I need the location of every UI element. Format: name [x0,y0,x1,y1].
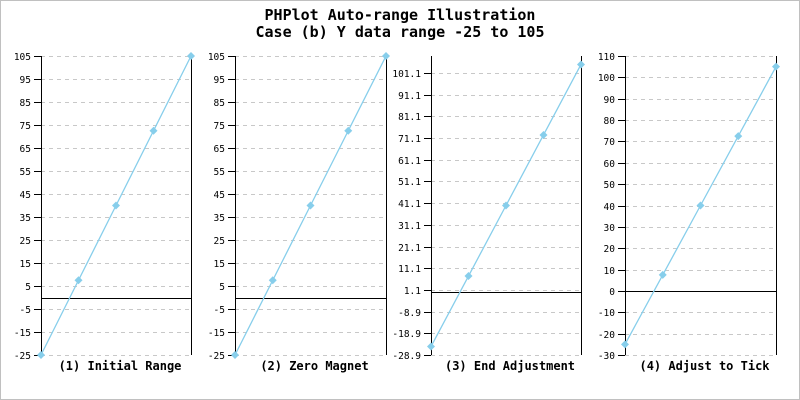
y-tick-label: 55 [20,167,31,178]
y-tick-label: -18.9 [392,329,421,340]
y-tick-label: 35 [214,213,225,224]
y-tick-label: 45 [214,190,225,201]
y-tick-label: 5 [219,282,225,293]
diamond-marker [344,126,353,135]
diamond-marker [772,62,780,71]
y-tick-label: 75 [20,121,31,132]
y-tick-label: 85 [214,98,225,109]
y-tick-label: -20 [598,330,615,341]
y-tick-label: 41.1 [398,199,421,210]
y-tick-label: 40 [604,202,616,213]
y-tick-label: 20 [604,244,616,255]
y-tick-label: 30 [604,223,616,234]
y-tick-label: 0 [609,287,615,298]
panel-4: -30 -20 -10 0 10 20 30 40 50 60 70 80 90 100 110 (4) Ad… [598,52,780,373]
y-tick-label: 70 [604,137,616,148]
y-tick-label: 35 [20,213,31,224]
diamond-marker [382,52,390,60]
diamond-marker [427,342,435,351]
y-tick-label: 95 [20,75,31,86]
y-tick-label: 71.1 [398,134,421,145]
y-tick-label: 75 [214,121,225,132]
y-tick-label: -10 [598,308,615,319]
diamond-marker [187,52,195,60]
y-tick-label: 60 [604,159,616,170]
y-tick-label: -8.9 [398,308,421,319]
y-tick-label: 91.1 [398,91,421,102]
y-tick-label: 65 [20,144,31,155]
y-tick-label: 15 [20,259,31,270]
panel-1: -25 -15 -5 5 15 25 35 45 55 65 75 85 95 105 (1) Initia… [14,52,195,373]
y-tick-label: -5 [214,305,225,316]
y-tick-label: -15 [208,328,225,339]
diamond-marker [464,272,473,281]
y-tick-label: 95 [214,75,225,86]
panel-caption: (1) Initial Range [59,359,182,373]
y-tick-label: -25 [208,351,225,362]
y-tick-label: -15 [14,328,31,339]
y-tick-label: 65 [214,144,225,155]
y-tick-label: 45 [20,190,31,201]
y-tick-label: 105 [208,52,225,63]
y-tick-label: 31.1 [398,221,421,232]
diamond-marker [112,201,120,210]
y-tick-label: 10 [604,266,616,277]
chart-title-line1: PHPlot Auto-range Illustration [264,6,536,24]
y-tick-label: 61.1 [398,156,421,167]
y-tick-label: 15 [214,259,225,270]
diamond-marker [74,276,83,285]
y-tick-label: 25 [214,236,225,247]
diamond-marker [231,351,239,359]
diamond-marker [502,201,510,210]
diamond-marker [37,351,45,359]
y-tick-label: 1.1 [404,286,421,297]
y-tick-label: 80 [604,116,616,127]
diamond-marker [539,130,548,139]
y-tick-label: 51.1 [398,177,421,188]
y-tick-label: 110 [598,52,615,63]
y-tick-label: -5 [20,305,31,316]
y-tick-label: -28.9 [392,351,421,362]
panel-caption: (4) Adjust to Tick [639,359,770,373]
y-tick-label: 90 [604,95,616,106]
y-tick-label: 85 [20,98,31,109]
y-tick-label: 21.1 [398,243,421,254]
diamond-marker [306,201,315,210]
y-tick-label: 105 [14,52,31,63]
y-tick-label: 81.1 [398,112,421,123]
y-tick-label: 55 [214,167,225,178]
diamond-marker [696,201,705,210]
y-tick-label: -25 [14,351,31,362]
diamond-marker [658,270,667,279]
y-tick-label: 5 [25,282,31,293]
y-tick-label: 100 [598,73,615,84]
panel-3: -28.9 -18.9 -8.9 1.1 11.1 21.1 31.1 41.1 51.1 61.… [392,56,585,373]
panel-caption: (3) End Adjustment [445,359,575,373]
diamond-marker [621,340,629,349]
y-tick-label: 25 [20,236,31,247]
diamond-marker [577,60,585,69]
y-tick-label: 11.1 [398,264,421,275]
chart-title-line2: Case (b) Y data range -25 to 105 [255,23,545,41]
diamond-marker [268,276,277,285]
diamond-marker [149,126,158,135]
diamond-marker [734,132,743,141]
chart-title: PHPlot Auto-range Illustration Case (b) … [1,7,799,41]
y-tick-label: 101.1 [392,69,421,80]
panel-caption: (2) Zero Magnet [260,359,368,373]
panel-2: -25 -15 -5 5 15 25 35 45 55 65 75 85 95 105 (2) Zero M… [208,52,390,373]
y-tick-label: 50 [604,180,616,191]
y-tick-label: -30 [598,351,615,362]
